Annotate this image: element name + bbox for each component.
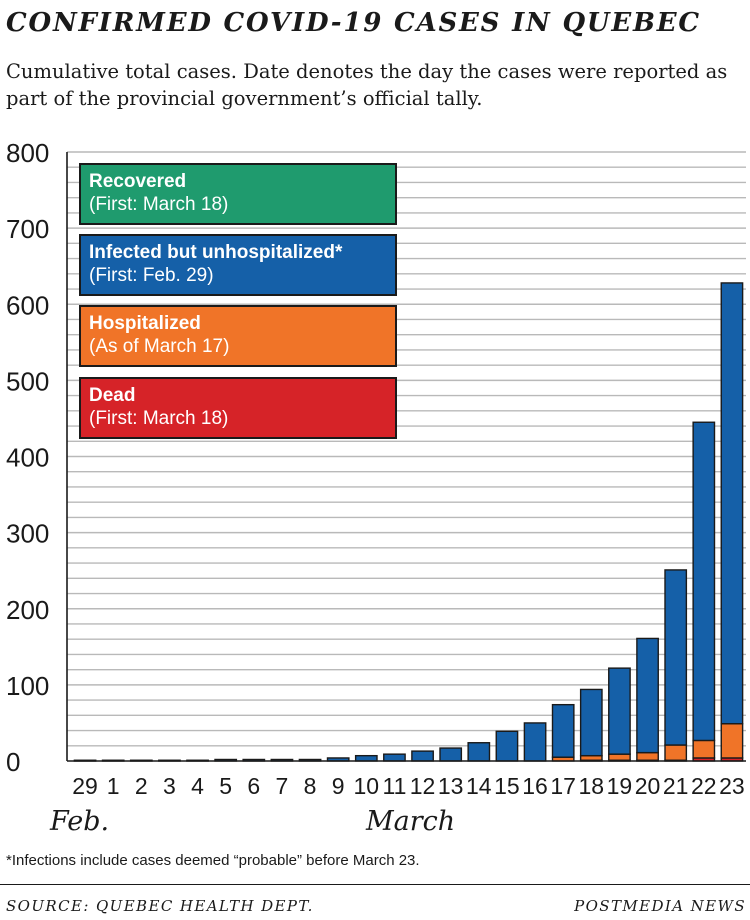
bar-segment — [551, 703, 575, 758]
legend-note: (First: March 18) — [89, 408, 229, 429]
month-label-march: March — [366, 806, 456, 837]
legend-label: Hospitalized — [89, 313, 201, 334]
legend-label: Recovered — [89, 171, 187, 192]
legend-label: Infected but unhospitalized* — [89, 242, 343, 263]
bar-segment — [411, 750, 434, 762]
x-tick-label: 8 — [304, 773, 317, 795]
y-tick-label: 800 — [6, 138, 49, 168]
bar-segment — [495, 730, 519, 762]
bar-segment — [608, 753, 631, 761]
chart-bars — [73, 282, 744, 762]
bar-segment — [608, 667, 631, 755]
y-tick-label: 700 — [6, 214, 49, 244]
x-tick-label: 2 — [135, 773, 148, 795]
y-tick-label: 600 — [6, 290, 49, 320]
bar-segment — [664, 569, 688, 746]
x-tick-label: 9 — [332, 773, 345, 795]
x-tick-label: 22 — [691, 773, 717, 795]
y-tick-label: 300 — [6, 519, 49, 549]
x-axis-ticks: 29 1 2 3 4 5 6 7 8 9 10 11 12 13 14 15 16 17 18 19 20 21 22 23 — [72, 773, 744, 795]
divider — [0, 884, 750, 885]
bar-segment — [467, 742, 491, 762]
chart-subtitle: Cumulative total cases. Date denotes the… — [6, 60, 728, 110]
y-tick-label: 200 — [6, 595, 49, 625]
x-tick-label: 1 — [107, 773, 120, 795]
bar-segment — [664, 744, 688, 761]
month-label-feb: Feb. — [50, 806, 110, 837]
legend-note: (As of March 17) — [89, 336, 230, 357]
legend-label: Dead — [89, 385, 136, 406]
x-tick-label: 4 — [191, 773, 204, 795]
x-tick-label: 29 — [72, 773, 98, 795]
chart-grid — [67, 151, 746, 747]
x-tick-label: 11 — [382, 773, 406, 795]
x-tick-label: 21 — [663, 773, 689, 795]
y-tick-label: 100 — [6, 671, 49, 701]
y-tick-label: 500 — [6, 366, 49, 396]
x-tick-label: 12 — [410, 773, 436, 795]
x-tick-label: 17 — [550, 773, 576, 795]
bar-segment — [523, 722, 547, 762]
bar-segment — [579, 688, 603, 757]
legend-recovered: Recovered (First: March 18) — [79, 163, 397, 225]
chart-axes — [66, 152, 746, 762]
x-tick-label: 10 — [354, 773, 380, 795]
bar-segment — [439, 747, 463, 762]
bar-segment — [636, 637, 659, 754]
y-tick-label: 400 — [6, 443, 49, 473]
y-tick-label: 0 — [6, 747, 20, 777]
legend-infected: Infected but unhospitalized* (First: Feb… — [79, 234, 397, 296]
bar-segment — [636, 751, 659, 761]
x-tick-label: 5 — [219, 773, 232, 795]
x-tick-label: 19 — [607, 773, 633, 795]
legend-dead: Dead (First: March 18) — [79, 377, 397, 439]
publisher-credit: POSTMEDIA NEWS — [574, 897, 746, 915]
x-tick-label: 16 — [522, 773, 548, 795]
legend-note: (First: March 18) — [89, 194, 229, 215]
footnote: *Infections include cases deemed “probab… — [6, 852, 420, 869]
x-tick-label: 3 — [163, 773, 176, 795]
source-credit: SOURCE: QUEBEC HEALTH DEPT. — [6, 897, 314, 915]
x-tick-label: 18 — [579, 773, 605, 795]
bar-segment — [720, 722, 744, 759]
chart-title: CONFIRMED COVID-19 CASES IN QUEBEC — [6, 8, 701, 38]
bar-segment — [383, 753, 406, 762]
x-tick-label: 15 — [494, 773, 520, 795]
bar-segment — [692, 421, 716, 742]
x-tick-label: 7 — [276, 773, 289, 795]
legend-hospitalized: Hospitalized (As of March 17) — [79, 305, 397, 367]
x-tick-label: 20 — [635, 773, 661, 795]
x-tick-label: 6 — [247, 773, 260, 795]
y-axis-ticks: 0 100 200 300 400 500 600 700 800 — [6, 138, 49, 777]
bar-segment — [720, 282, 744, 725]
x-tick-label: 14 — [466, 773, 492, 795]
legend-note: (First: Feb. 29) — [89, 265, 214, 286]
x-tick-label: 23 — [719, 773, 745, 795]
bar-segment — [692, 739, 716, 759]
x-tick-label: 13 — [438, 773, 464, 795]
